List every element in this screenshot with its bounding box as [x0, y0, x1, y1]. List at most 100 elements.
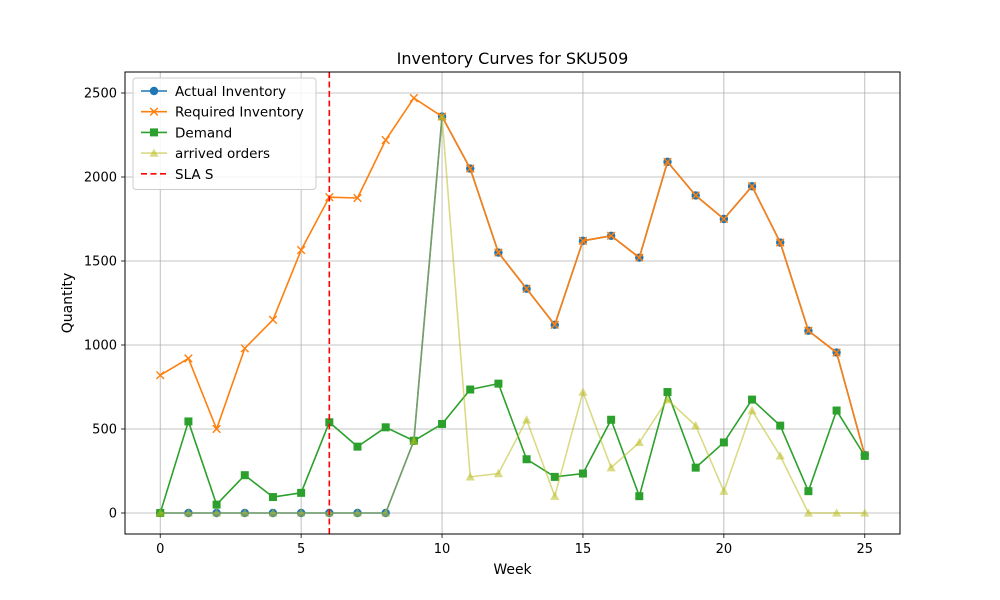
data-point [804, 326, 813, 336]
data-point [466, 385, 475, 394]
data-point [832, 406, 841, 415]
chart-title: Inventory Curves for SKU509 [397, 49, 629, 68]
data-point [268, 315, 278, 325]
data-point [494, 248, 503, 257]
data-point [212, 500, 221, 509]
data-point [297, 488, 306, 497]
y-tick-label: 2500 [84, 87, 117, 102]
data-point [381, 423, 390, 432]
data-point [240, 344, 250, 353]
data-point [831, 508, 842, 517]
y-tick-label: 0 [109, 507, 117, 522]
data-point [494, 379, 503, 388]
legend-label: Demand [175, 125, 232, 141]
data-point [522, 455, 531, 464]
x-tick-label: 0 [156, 542, 164, 557]
data-point [860, 451, 869, 460]
x-tick-label: 10 [434, 542, 451, 557]
data-point [635, 253, 644, 262]
data-point [691, 191, 700, 200]
x-tick-label: 25 [856, 542, 873, 557]
legend-entry: Actual Inventory [141, 84, 286, 100]
y-tick-label: 1000 [84, 339, 117, 354]
data-point [776, 421, 785, 430]
data-point [381, 508, 391, 517]
data-point [635, 492, 644, 501]
data-point [550, 320, 560, 330]
data-point [184, 354, 193, 363]
legend-label: Actual Inventory [175, 84, 286, 100]
data-point [438, 419, 447, 428]
data-point [353, 193, 362, 203]
data-point [775, 451, 785, 460]
data-point [663, 388, 672, 397]
data-point [296, 508, 306, 517]
legend-label: SLA S [175, 167, 214, 183]
data-point [550, 491, 560, 500]
legend-marker [149, 86, 159, 96]
series-line [159, 382, 866, 514]
legend-label: arrived orders [175, 146, 270, 162]
series-line [160, 115, 865, 514]
data-point [719, 214, 729, 224]
plot-area [155, 72, 870, 534]
data-point [606, 463, 616, 472]
data-point [465, 472, 475, 481]
data-point [522, 284, 531, 294]
x-tick-label: 15 [575, 542, 592, 557]
data-point [155, 370, 165, 380]
data-point [578, 387, 588, 396]
data-point [803, 508, 814, 517]
legend-entry: arrived orders [141, 146, 270, 162]
data-point [578, 469, 587, 478]
x-tick-label: 5 [297, 542, 305, 557]
y-axis-label: Quantity [60, 273, 76, 334]
data-point [409, 93, 419, 103]
data-point [240, 471, 249, 480]
legend-marker [149, 148, 159, 157]
data-point [606, 231, 616, 241]
legend-label: Required Inventory [175, 105, 304, 121]
data-point [155, 508, 165, 517]
data-point [719, 438, 728, 447]
series-required-inventory [155, 93, 870, 460]
data-point [465, 164, 475, 173]
data-point [352, 508, 363, 517]
series-line [159, 97, 866, 456]
data-point [268, 508, 278, 517]
data-point [747, 405, 757, 415]
data-point [747, 181, 757, 191]
y-tick-label: 500 [92, 423, 117, 438]
data-point [775, 238, 785, 247]
legend-entry: Required Inventory [141, 105, 304, 121]
legend-entry: Demand [141, 125, 232, 141]
data-point [184, 417, 193, 426]
x-tick-label: 20 [716, 542, 733, 557]
data-point [578, 236, 588, 246]
legend-box [132, 77, 317, 190]
data-point [719, 486, 729, 495]
data-point [183, 508, 194, 517]
legend-marker [149, 107, 159, 116]
grid [125, 72, 900, 534]
data-point [607, 415, 616, 424]
data-point [240, 508, 250, 517]
data-point [748, 395, 757, 404]
data-point [325, 418, 334, 427]
data-point [212, 424, 221, 434]
data-point [296, 245, 306, 255]
legend-marker [150, 128, 158, 137]
data-point [211, 508, 222, 517]
data-point [691, 421, 701, 430]
data-point [832, 348, 841, 357]
data-point [550, 472, 559, 481]
plot-frame [124, 71, 901, 535]
axis-ticks: 0 5 10 15 20 25 0 500 1000 1500 2000 2500 [84, 87, 873, 558]
data-point [268, 493, 277, 502]
data-point [662, 395, 673, 404]
data-point [353, 442, 362, 451]
data-point [381, 135, 390, 145]
data-point [691, 463, 700, 472]
data-point [437, 111, 447, 121]
